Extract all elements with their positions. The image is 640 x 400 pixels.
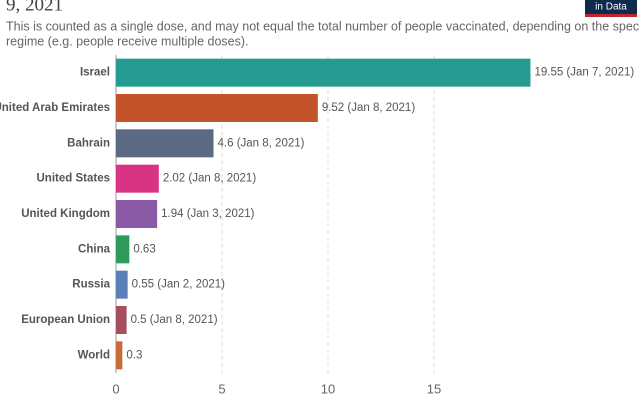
- x-tick-label: 15: [427, 381, 441, 396]
- category-label: Russia: [72, 279, 110, 291]
- x-tick-label: 5: [218, 381, 225, 396]
- value-label: 1.94 (Jan 3, 2021): [161, 208, 255, 220]
- category-label: United States: [37, 173, 111, 185]
- value-label: 0.5 (Jan 8, 2021): [131, 314, 218, 326]
- x-tick-label: 0: [112, 381, 119, 396]
- bar: [116, 270, 128, 299]
- bar: [116, 164, 159, 193]
- bar: [116, 58, 531, 87]
- bar: [116, 341, 123, 370]
- value-label: 9.52 (Jan 8, 2021): [322, 102, 416, 114]
- category-label: China: [78, 243, 111, 255]
- category-label: United Kingdom: [21, 208, 110, 220]
- category-label: European Union: [21, 314, 110, 326]
- value-label: 19.55 (Jan 7, 2021): [534, 67, 634, 79]
- value-label: 4.6 (Jan 8, 2021): [218, 137, 305, 149]
- bar: [116, 94, 318, 122]
- value-label: 2.02 (Jan 8, 2021): [163, 173, 257, 185]
- value-label: 0.55 (Jan 2, 2021): [132, 279, 226, 291]
- bar: [116, 306, 127, 334]
- category-label: United Arab Emirates: [0, 102, 110, 114]
- bar: [116, 129, 214, 158]
- logo-text: in Data: [595, 2, 627, 13]
- subtitle: This is counted as a single dose, and ma…: [6, 19, 640, 33]
- category-label: Israel: [80, 67, 110, 79]
- bar: [116, 235, 130, 264]
- category-label: World: [78, 349, 110, 361]
- category-label: Bahrain: [67, 137, 110, 149]
- chart-title: 9, 2021: [6, 0, 63, 15]
- logo-stripe: [585, 14, 637, 17]
- logo-box: [585, 0, 637, 14]
- x-tick-label: 10: [321, 381, 335, 396]
- value-label: 0.63: [133, 243, 155, 255]
- bar: [116, 200, 158, 228]
- value-label: 0.3: [126, 349, 142, 361]
- subtitle: regime (e.g. people receive multiple dos…: [6, 34, 248, 48]
